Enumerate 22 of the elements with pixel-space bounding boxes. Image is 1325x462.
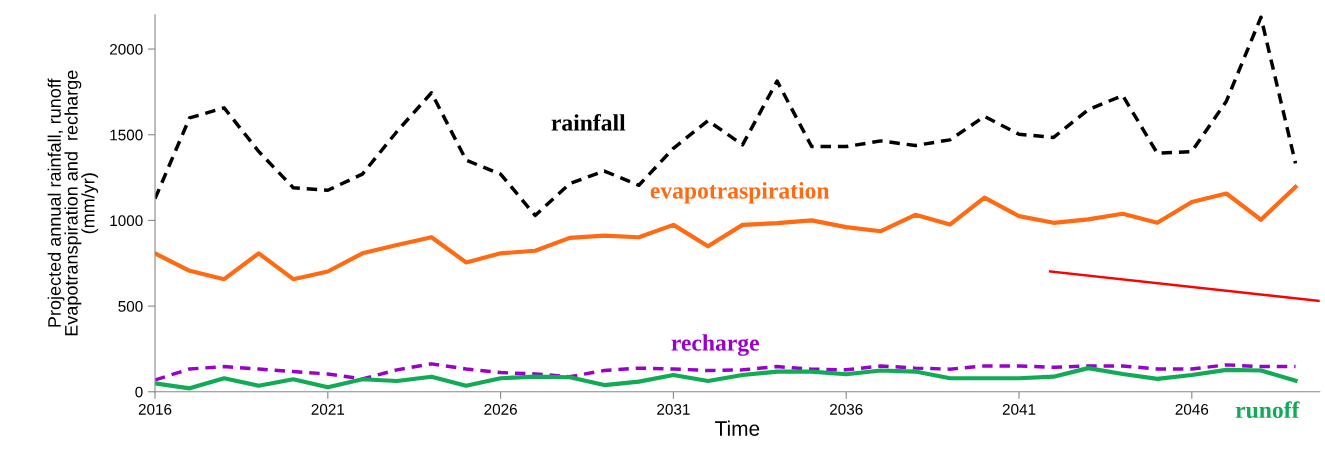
x-tick-label: 2036: [830, 403, 863, 415]
x-tick-label: 2041: [1002, 403, 1036, 415]
line-series: [155, 184, 1298, 282]
x-tick-label: 2021: [311, 403, 345, 415]
line-series: [155, 362, 1298, 382]
series-label: runoff: [1235, 401, 1300, 419]
y-tick-label: 1500: [110, 129, 143, 141]
line-series: [155, 15, 1298, 218]
x-tick-label: 2046: [1175, 403, 1209, 415]
x-axis-title: Time: [715, 420, 760, 436]
y-axis-title: Projected annual rainfall, runoff Evapotranspiration and recharge (mm/yr): [47, 70, 99, 336]
x-tick-label: 2031: [657, 403, 690, 415]
y-tick-label: 1000: [110, 215, 143, 227]
line-series: [155, 366, 1298, 391]
series-label: rainfall: [551, 113, 626, 131]
x-tick-label: 2026: [484, 403, 517, 415]
y-tick-label: 500: [118, 300, 143, 312]
y-tick-label: 2000: [110, 43, 143, 55]
y-tick-label: 0: [135, 386, 143, 398]
series-label: recharge: [671, 334, 759, 356]
series-label: evapotraspiration: [650, 182, 830, 204]
x-tick-label: 2016: [138, 403, 172, 415]
